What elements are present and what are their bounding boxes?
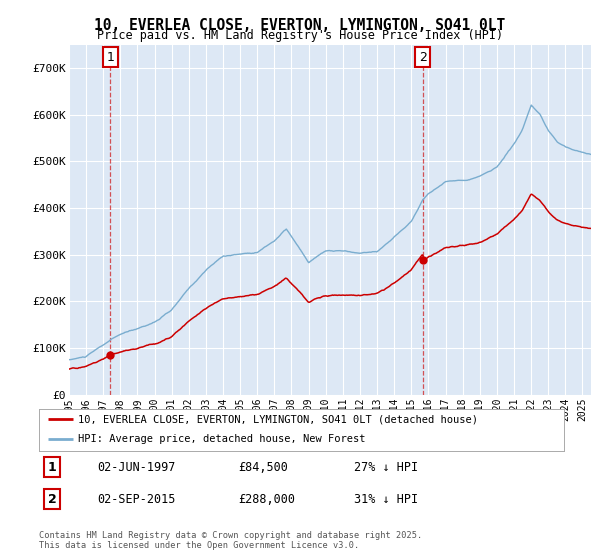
- Text: Price paid vs. HM Land Registry's House Price Index (HPI): Price paid vs. HM Land Registry's House …: [97, 29, 503, 42]
- Text: Contains HM Land Registry data © Crown copyright and database right 2025.
This d: Contains HM Land Registry data © Crown c…: [39, 531, 422, 550]
- Text: 02-JUN-1997: 02-JUN-1997: [97, 461, 175, 474]
- Text: HPI: Average price, detached house, New Forest: HPI: Average price, detached house, New …: [79, 434, 366, 444]
- Text: 1: 1: [106, 50, 115, 63]
- Text: 1: 1: [48, 461, 56, 474]
- Text: 27% ↓ HPI: 27% ↓ HPI: [354, 461, 418, 474]
- Text: 10, EVERLEA CLOSE, EVERTON, LYMINGTON, SO41 0LT (detached house): 10, EVERLEA CLOSE, EVERTON, LYMINGTON, S…: [79, 414, 478, 424]
- Text: 2: 2: [419, 50, 427, 63]
- Text: £288,000: £288,000: [239, 493, 296, 506]
- Text: 31% ↓ HPI: 31% ↓ HPI: [354, 493, 418, 506]
- Text: £84,500: £84,500: [239, 461, 289, 474]
- Text: 10, EVERLEA CLOSE, EVERTON, LYMINGTON, SO41 0LT: 10, EVERLEA CLOSE, EVERTON, LYMINGTON, S…: [94, 18, 506, 33]
- Text: 02-SEP-2015: 02-SEP-2015: [97, 493, 175, 506]
- Text: 2: 2: [48, 493, 56, 506]
